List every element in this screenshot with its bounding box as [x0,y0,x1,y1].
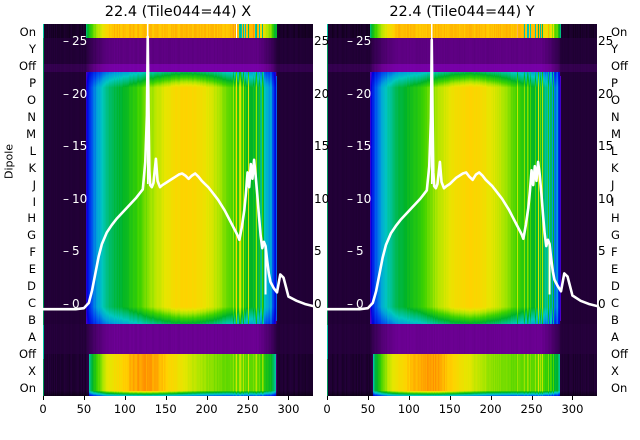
category-tick: L [29,143,36,158]
heatmap-x [43,24,313,396]
x-tick-mark [83,396,85,400]
x-tick-label: 200 [195,402,218,416]
category-tick: F [611,245,618,260]
category-tick: H [611,211,620,226]
category-tick: M [611,126,621,141]
x-tick-mark [327,396,328,400]
x-tick-label: 150 [154,402,177,416]
category-tick: Off [19,59,36,74]
category-tick: E [28,262,36,277]
category-tick: N [27,110,36,124]
category-tick: B [28,312,36,327]
category-tick: J [32,177,36,192]
x-tick-mark [124,396,126,400]
panel-title-x: 22.4 (Tile044=44) X [104,4,252,20]
panel-y[interactable]: –25–20–15–10–5–0 [327,24,597,396]
category-tick: A [611,329,619,344]
panel-x[interactable]: –25–20–15–10–5–0 [43,24,313,396]
heatmap-y [327,24,597,396]
panel-title-y: 22.4 (Tile044=44) Y [389,4,535,20]
category-tick: K [28,160,36,175]
x-tick-mark [247,396,249,400]
category-tick: F [29,245,36,260]
x-tick-label: 100 [397,402,420,416]
category-axis-right: On Y Off P O N M L K J I H G F E D C B A Off X On [607,24,640,396]
category-tick: P [29,76,36,91]
category-tick: Y [611,42,619,57]
x-tick-mark [206,396,208,400]
category-tick: G [611,228,620,243]
category-tick: A [28,329,36,344]
x-tick-mark [43,396,44,400]
category-tick: L [611,143,618,158]
x-axis-right: 0 50 100 150 200 250 300 [323,396,597,436]
inner-y-tick-edge: 20 [314,86,328,101]
inner-y-tick-edge: 25 [314,34,328,48]
inner-y-tick-edge: 5 [314,244,322,259]
x-tick-label: 200 [479,402,502,416]
category-axis-left: On Y Off P O N M L K J I H G F E D C B A Off X On [5,24,39,396]
category-tick: O [26,93,36,108]
category-tick: On [611,25,628,40]
category-tick: I [32,194,36,209]
x-tick-mark [572,396,574,400]
category-tick: B [611,312,619,327]
x-tick-mark [367,396,369,400]
category-tick: D [611,279,620,294]
category-tick: On [19,25,36,40]
x-tick-mark [288,396,290,400]
category-tick: O [611,93,621,108]
category-tick: Off [611,346,628,361]
x-tick-label: 250 [520,402,543,416]
category-tick: X [28,363,36,378]
x-tick-mark [449,396,451,400]
category-tick: E [611,262,619,277]
category-tick: J [611,177,615,192]
x-axis-left: 0 50 100 150 200 250 300 [39,396,313,436]
category-tick: H [27,211,36,226]
x-tick-label: 50 [360,402,376,416]
x-tick-mark [490,396,492,400]
inner-y-tick-edge: 10 [314,191,328,206]
category-tick: M [26,126,36,141]
category-tick: On [19,380,36,395]
category-tick: D [27,279,36,294]
overlay-curve-x [43,24,313,311]
x-tick-label: 300 [277,402,300,416]
category-tick: G [27,228,36,243]
inner-y-tick-edge: 0 [314,297,322,311]
category-tick: P [611,76,618,91]
x-tick-label: 0 [39,402,47,416]
profile-curve [43,35,313,311]
category-tick: Off [19,346,36,361]
profile-curve [327,38,597,311]
x-tick-mark [408,396,410,400]
category-tick: Y [28,42,36,57]
x-tick-label: 100 [113,402,136,416]
category-tick: On [611,380,628,395]
overlay-curve-y [327,24,597,311]
x-tick-label: 50 [76,402,92,416]
category-tick: N [611,110,620,124]
category-tick: C [27,296,36,310]
category-tick: X [611,363,619,378]
x-tick-label: 0 [323,402,331,416]
inner-y-tick-edge: 15 [314,139,328,154]
category-tick: Off [611,59,628,74]
x-tick-mark [165,396,167,400]
category-tick: I [611,194,615,209]
x-tick-mark [531,396,533,400]
category-tick: K [611,160,619,175]
category-tick: C [611,296,620,310]
x-tick-label: 250 [236,402,259,416]
x-tick-label: 300 [561,402,584,416]
x-tick-label: 150 [438,402,461,416]
